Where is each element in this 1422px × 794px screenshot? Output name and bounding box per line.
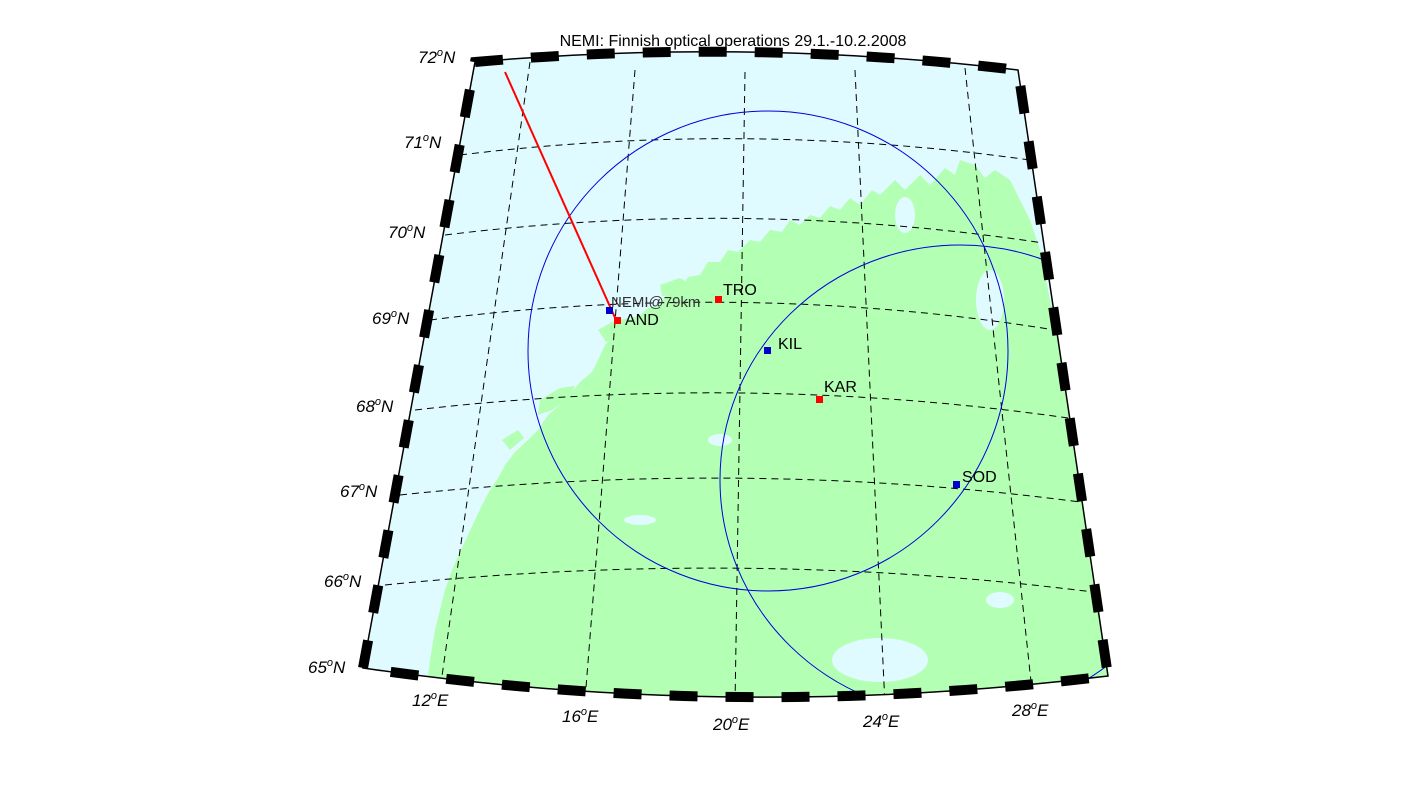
lat-label-68: 68oN — [356, 396, 394, 416]
station-tro: TRO — [715, 282, 757, 303]
station-tro-marker — [715, 296, 722, 303]
lon-label-24: 24oE — [862, 711, 900, 731]
island-coast — [502, 430, 524, 450]
station-kar: KAR — [816, 379, 857, 403]
land-area — [425, 160, 1108, 698]
nemi-track-line — [504, 71, 617, 321]
map-title: NEMI: Finnish optical operations 29.1.-1… — [560, 33, 907, 50]
lake — [708, 434, 732, 446]
parallel-70 — [444, 217, 1044, 244]
station-tro-label: TRO — [723, 282, 757, 299]
lake — [624, 515, 656, 525]
graticule — [384, 61, 1094, 698]
lon-label-12: 12oE — [412, 690, 449, 710]
station-kar-marker — [816, 396, 823, 403]
station-sod: SOD — [953, 469, 997, 488]
parallel-67 — [399, 477, 1081, 503]
range-circle-and — [527, 110, 1009, 592]
meridian-22 — [964, 67, 1034, 698]
lon-label-28: 28oE — [1011, 700, 1049, 720]
lat-label-67: 67oN — [340, 481, 378, 501]
meridian-18 — [734, 71, 746, 698]
station-kil-label: KIL — [778, 336, 802, 353]
lon-labels: 12oE 16oE 20oE 24oE 28oE — [412, 690, 1049, 734]
lake — [986, 592, 1014, 608]
lat-label-72: 72oN — [418, 47, 456, 67]
meridian-14 — [439, 61, 531, 691]
lat-labels: 72oN 71oN 70oN 69oN 68oN 67oN 66oN 65oN — [308, 47, 456, 677]
lat-label-71: 71oN — [404, 132, 442, 152]
island-senja — [660, 278, 690, 296]
range-circle-kil — [719, 244, 1108, 698]
station-kil: KIL — [764, 336, 802, 354]
station-and-marker — [614, 317, 621, 324]
meridian-20 — [854, 69, 886, 698]
lake — [832, 638, 928, 682]
map-frame — [357, 46, 1114, 703]
station-kar-label: KAR — [824, 379, 857, 396]
parallel-68 — [414, 392, 1069, 419]
lake — [895, 197, 915, 233]
lat-label-70: 70oN — [388, 222, 426, 242]
station-sod-marker — [953, 481, 960, 488]
lon-label-20: 20oE — [712, 714, 750, 734]
map-area — [363, 51, 1108, 698]
parallel-69 — [429, 301, 1056, 331]
island-lofoten — [598, 318, 632, 342]
station-sod-label: SOD — [962, 469, 997, 486]
nemi-marker — [606, 307, 613, 314]
lat-label-65: 65oN — [308, 657, 346, 677]
island-vesteralen — [538, 386, 575, 415]
parallel-66 — [384, 567, 1094, 593]
nemi-point: NEMI@79km — [606, 294, 700, 314]
meridian-16 — [584, 69, 636, 698]
lat-label-66: 66oN — [324, 571, 362, 591]
station-kil-marker — [764, 347, 771, 354]
nemi-label: NEMI@79km — [611, 294, 700, 311]
lat-label-69: 69oN — [372, 308, 410, 328]
station-and: AND — [614, 312, 659, 329]
lon-label-16: 16oE — [562, 706, 599, 726]
station-and-label: AND — [625, 312, 659, 329]
stations: TRO AND KIL KAR SOD NEMI@79km — [606, 282, 997, 488]
